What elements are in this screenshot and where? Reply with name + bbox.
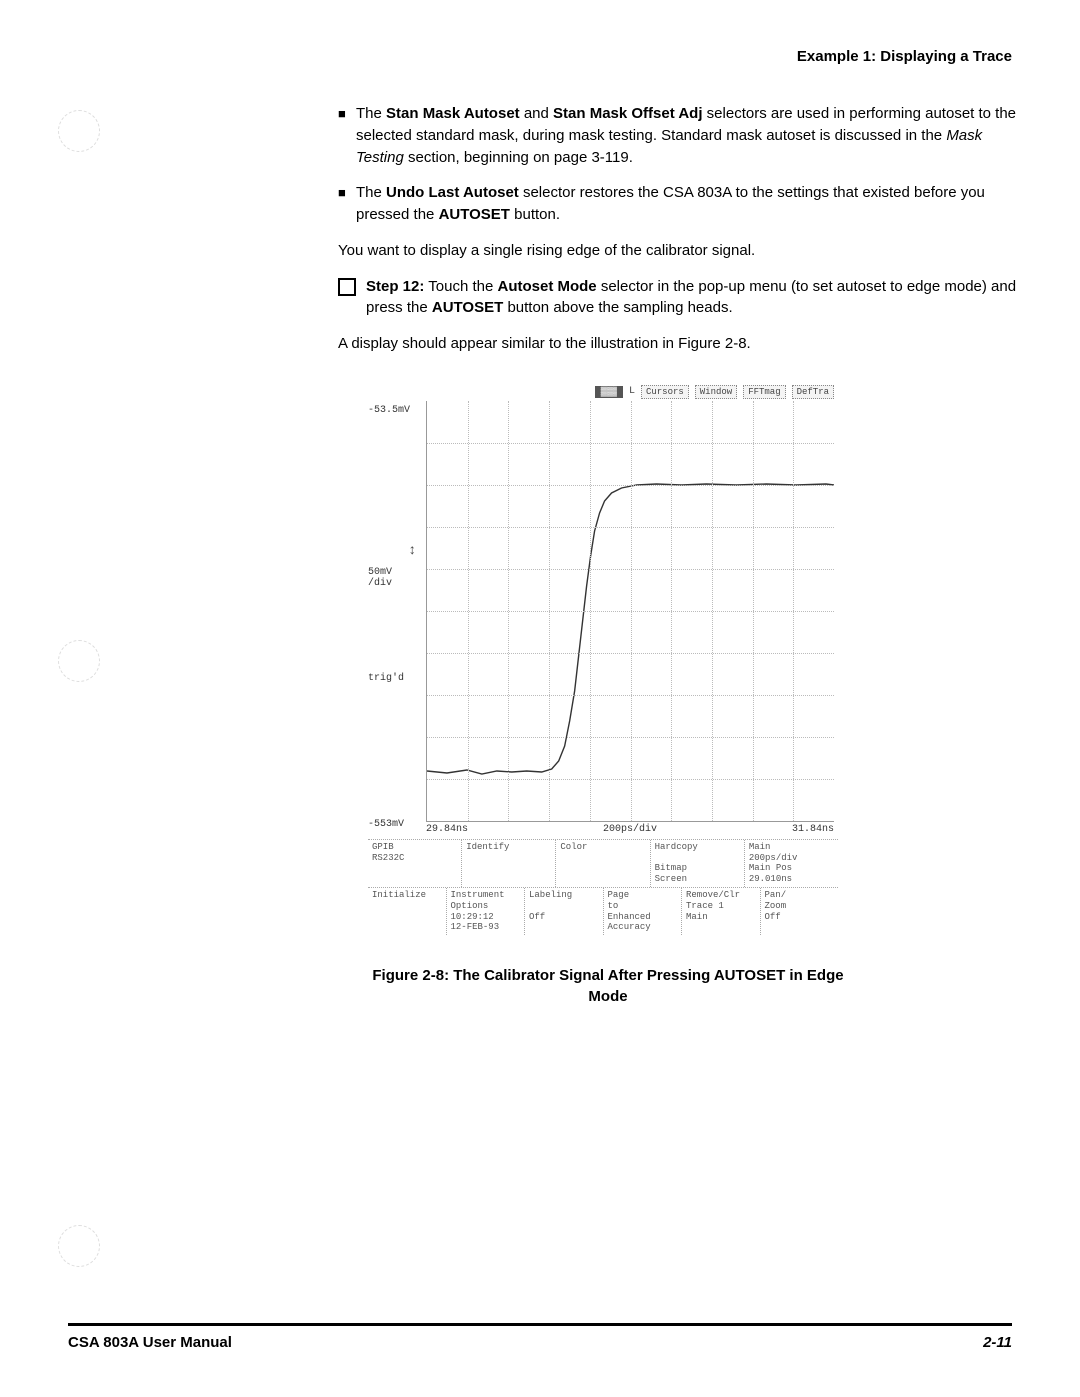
panel-cell: GPIB RS232C <box>368 840 462 887</box>
content-column: ■ The Stan Mask Autoset and Stan Mask Of… <box>338 103 1018 355</box>
footer-right: 2-11 <box>983 1334 1012 1351</box>
scope-bottom-panels: GPIB RS232C Identify Color Hardcopy Bitm… <box>368 839 838 935</box>
oscilloscope-screenshot: ▓▓▓ L Cursors Window FFTmag DefTra -53.5… <box>368 383 838 943</box>
bullet-text: The Stan Mask Autoset and Stan Mask Offs… <box>356 103 1018 168</box>
panel-cell: Instrument Options 10:29:12 12-FEB-93 <box>447 888 526 935</box>
vert-arrows-icon: ↕ <box>408 543 416 559</box>
menu-cursors: Cursors <box>641 385 689 399</box>
panel-row: Initialize Instrument Options 10:29:12 1… <box>368 887 838 935</box>
binder-mark-top <box>58 110 100 152</box>
bullet-marker: ■ <box>338 103 356 168</box>
panel-cell: Page to Enhanced Accuracy <box>604 888 683 935</box>
menu-deftra: DefTra <box>792 385 834 399</box>
menu-fftmag: FFTmag <box>743 385 785 399</box>
paragraph: You want to display a single rising edge… <box>338 240 1018 262</box>
scope-top-menu: ▓▓▓ L Cursors Window FFTmag DefTra <box>368 383 838 401</box>
panel-cell: Remove/Clr Trace 1 Main <box>682 888 761 935</box>
panel-row: GPIB RS232C Identify Color Hardcopy Bitm… <box>368 839 838 887</box>
binder-mark-mid <box>58 640 100 682</box>
y-bottom-label: -553mV <box>368 819 422 830</box>
bullet-item: ■ The Stan Mask Autoset and Stan Mask Of… <box>338 103 1018 168</box>
panel-cell: Initialize <box>368 888 447 935</box>
paragraph: A display should appear similar to the i… <box>338 333 1018 355</box>
bullet-marker: ■ <box>338 182 356 226</box>
panel-cell: Main 200ps/div Main Pos 29.010ns <box>745 840 838 887</box>
footer-left: CSA 803A User Manual <box>68 1334 232 1351</box>
panel-cell: Color <box>556 840 650 887</box>
y-trig-label: trig'd <box>368 673 422 684</box>
page: Example 1: Displaying a Trace ■ The Stan… <box>0 0 1080 1397</box>
page-header: Example 1: Displaying a Trace <box>68 48 1012 65</box>
x-left: 29.84ns <box>426 824 468 835</box>
x-axis-labels: 29.84ns 200ps/div 31.84ns <box>426 824 834 835</box>
menu-mode-letter: L <box>629 386 635 397</box>
x-right: 31.84ns <box>792 824 834 835</box>
bullet-text: The Undo Last Autoset selector restores … <box>356 182 1018 226</box>
x-mid: 200ps/div <box>603 824 657 835</box>
figure-2-8: ▓▓▓ L Cursors Window FFTmag DefTra -53.5… <box>368 383 848 943</box>
panel-cell: Pan/ Zoom Off <box>761 888 839 935</box>
panel-cell: Hardcopy Bitmap Screen <box>651 840 745 887</box>
panel-cell: Labeling Off <box>525 888 604 935</box>
binder-mark-bot <box>58 1225 100 1267</box>
menu-selected: ▓▓▓ <box>595 386 623 398</box>
step-12: Step 12: Touch the Autoset Mode selector… <box>338 276 1018 320</box>
panel-cell: Identify <box>462 840 556 887</box>
y-top-label: -53.5mV <box>368 405 422 416</box>
page-footer: CSA 803A User Manual 2-11 <box>68 1323 1012 1351</box>
checkbox-icon <box>338 278 356 296</box>
step-text: Step 12: Touch the Autoset Mode selector… <box>366 276 1018 320</box>
menu-window: Window <box>695 385 737 399</box>
y-scale-label: 50mV /div <box>368 567 422 589</box>
bullet-item: ■ The Undo Last Autoset selector restore… <box>338 182 1018 226</box>
figure-caption: Figure 2-8: The Calibrator Signal After … <box>368 965 848 1007</box>
scope-plot-area <box>426 401 834 822</box>
